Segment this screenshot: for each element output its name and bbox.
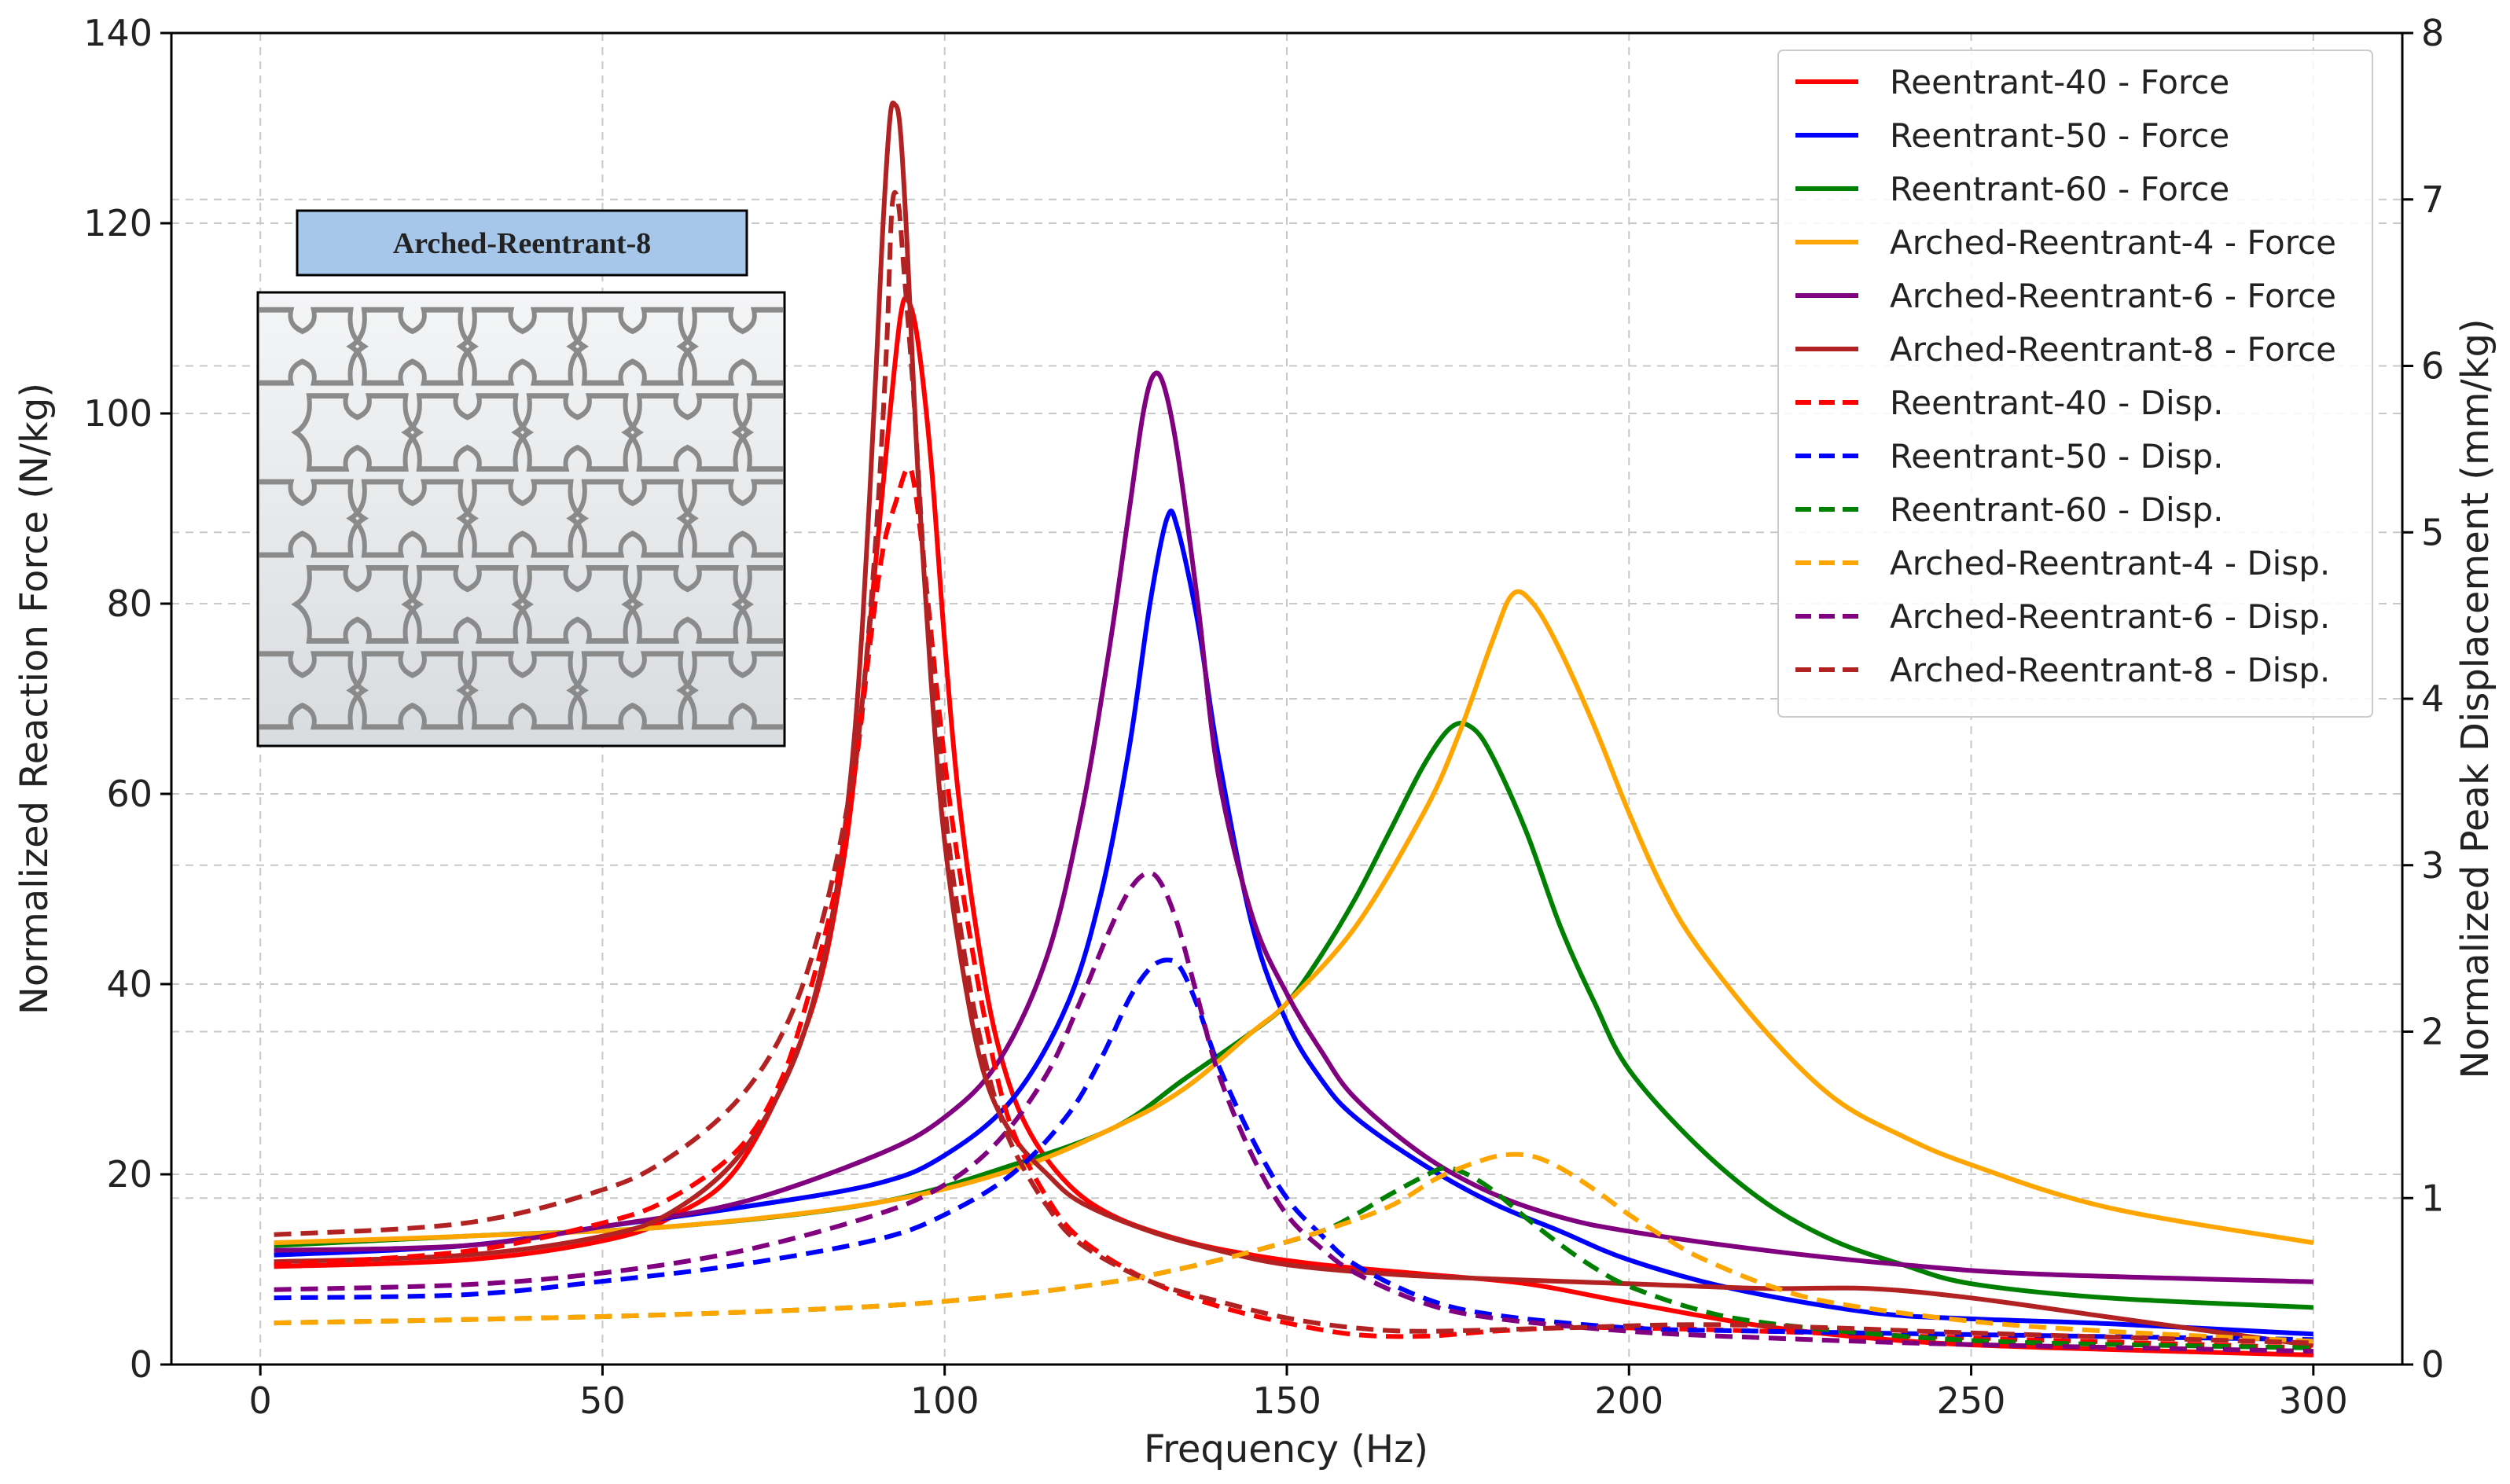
x-tick-label: 200 — [1594, 1379, 1663, 1422]
legend-label: Reentrant-50 - Force — [1890, 116, 2229, 155]
axis-ticks: 0 50 100 150 200 250 300 0 20 40 60 80 100 120 140 0 1 2 3… — [83, 12, 2444, 1422]
lattice-cell-shape — [346, 651, 480, 730]
lattice-cell-shape — [259, 307, 369, 386]
lattice-cell-shape — [676, 307, 783, 386]
lattice-cell-shape — [511, 393, 645, 472]
lattice-cell-shape — [259, 651, 369, 730]
lattice-cell-shape — [676, 651, 783, 730]
lattice-cell-shape — [346, 479, 480, 558]
lattice-cell-shape — [456, 307, 590, 386]
y2-tick-label: 3 — [2421, 844, 2444, 887]
lattice-cell-shape — [259, 479, 369, 558]
x-tick-label: 50 — [579, 1379, 626, 1422]
x-tick-label: 250 — [1937, 1379, 2006, 1422]
legend-label: Reentrant-60 - Disp. — [1890, 490, 2224, 529]
y-tick-label: 40 — [106, 963, 153, 1005]
lattice-cell-shape — [731, 393, 783, 472]
series-line-reentrant-50-disp — [274, 957, 2313, 1343]
y2-tick-label: 6 — [2421, 345, 2444, 388]
legend-label: Reentrant-60 - Force — [1890, 170, 2229, 208]
legend-box — [1777, 50, 2373, 718]
lattice-cell-shape — [401, 393, 535, 472]
inset-title-box — [296, 209, 748, 277]
lattice-cell-shape — [731, 564, 783, 644]
inset-diagram: Arched-Reentrant-8 — [256, 209, 786, 748]
legend-label: Arched-Reentrant-8 - Force — [1890, 330, 2336, 369]
y-tick-label: 100 — [83, 392, 153, 435]
lattice-cell-shape — [621, 564, 755, 644]
legend-label: Reentrant-40 - Force — [1890, 63, 2229, 101]
y-tick-label: 80 — [106, 582, 153, 625]
y2-tick-label: 8 — [2421, 12, 2444, 54]
x-tick-label: 300 — [2279, 1379, 2348, 1422]
y-tick-label: 120 — [83, 202, 153, 244]
legend-label: Arched-Reentrant-4 - Force — [1890, 223, 2336, 262]
legend-label: Arched-Reentrant-6 - Force — [1890, 277, 2336, 315]
lattice-cell-shape — [291, 564, 424, 644]
y2-tick-label: 7 — [2421, 178, 2444, 221]
y-tick-label: 60 — [106, 773, 153, 815]
y2-axis-label: Normalized Peak Displacement (mm/kg) — [2453, 318, 2497, 1078]
lattice-cell-shape — [676, 479, 783, 558]
series-line-arched-reentrant-6-disp — [274, 870, 2313, 1354]
y2-tick-label: 5 — [2421, 511, 2444, 553]
lattice-cell-shape — [291, 393, 424, 472]
y2-tick-label: 1 — [2421, 1177, 2444, 1219]
lattice-cell-shape — [401, 564, 535, 644]
x-tick-label: 100 — [910, 1379, 979, 1422]
lattice-cell-shape — [621, 393, 755, 472]
lattice-cell-shape — [566, 651, 700, 730]
series-line-arched-reentrant-4-force — [274, 589, 2314, 1246]
series-line-arched-reentrant-8-disp — [274, 189, 2313, 1346]
legend-label: Arched-Reentrant-6 - Disp. — [1890, 597, 2330, 636]
legend: Reentrant-40 - Force Reentrant-50 - Force… — [1777, 50, 2373, 718]
legend-label: Reentrant-50 - Disp. — [1890, 437, 2224, 476]
legend-label: Arched-Reentrant-4 - Disp. — [1890, 544, 2330, 582]
legend-label: Reentrant-40 - Disp. — [1890, 384, 2224, 422]
x-axis-label: Frequency (Hz) — [1144, 1427, 1428, 1471]
lattice-cell-shape — [566, 307, 700, 386]
arched-reentrant-lattice-icon — [259, 307, 783, 730]
series-line-arched-reentrant-8-force — [274, 100, 2314, 1348]
y-tick-label: 0 — [130, 1343, 153, 1386]
y-tick-label: 20 — [106, 1153, 153, 1196]
series-line-arched-reentrant-4-disp — [274, 1152, 2313, 1344]
series-lines — [274, 100, 2314, 1357]
legend-label: Arched-Reentrant-8 - Disp. — [1890, 651, 2330, 689]
lattice-cell-shape — [456, 479, 590, 558]
y2-tick-label: 0 — [2421, 1343, 2444, 1386]
y-axis-label: Normalized Reaction Force (N/kg) — [13, 383, 57, 1015]
lattice-cell-shape — [566, 479, 700, 558]
y2-tick-label: 2 — [2421, 1011, 2444, 1053]
x-tick-label: 0 — [249, 1379, 272, 1422]
lattice-cell-shape — [511, 564, 645, 644]
lattice-cell-shape — [346, 307, 480, 386]
series-line-arched-reentrant-6-force — [274, 370, 2313, 1284]
inset-title: Arched-Reentrant-8 — [393, 227, 652, 260]
y2-tick-label: 4 — [2421, 678, 2444, 720]
lattice-cell-shape — [456, 651, 590, 730]
x-tick-label: 150 — [1252, 1379, 1321, 1422]
y-tick-label: 140 — [83, 12, 153, 54]
